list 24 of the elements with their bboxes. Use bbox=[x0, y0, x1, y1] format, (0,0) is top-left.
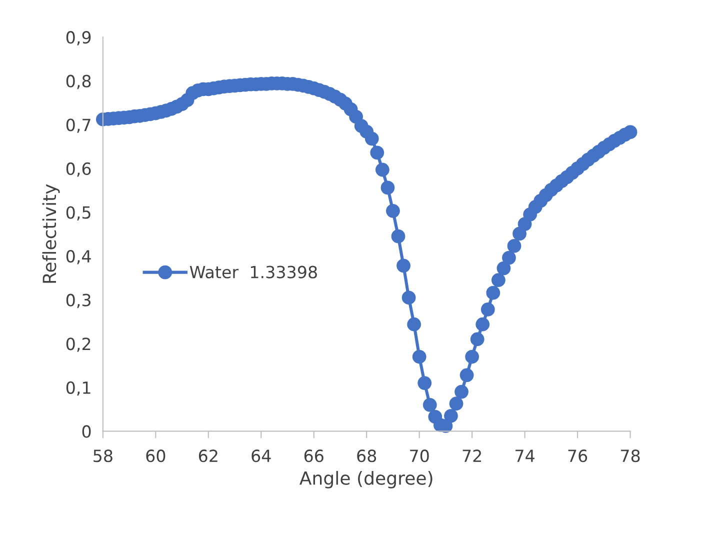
y-tick-label: 0,4 bbox=[66, 250, 91, 264]
x-tick-label: 70 bbox=[410, 450, 429, 462]
x-axis-title: Angle (degree) bbox=[300, 470, 432, 488]
y-tick-label: 0,1 bbox=[66, 381, 90, 396]
x-tick-label: 60 bbox=[146, 450, 166, 462]
y-tick-label: 0,8 bbox=[66, 74, 91, 90]
x-tick-label: 76 bbox=[568, 450, 588, 462]
x-tick-label: 64 bbox=[252, 450, 271, 462]
y-tick-label: 0,3 bbox=[66, 294, 90, 308]
y-tick-label: 0,7 bbox=[66, 118, 90, 133]
y-tick-label: 0,5 bbox=[66, 206, 90, 221]
legend-label: Water 1.33398 bbox=[190, 266, 317, 278]
x-tick-label: 68 bbox=[357, 450, 376, 462]
y-tick-label: 0,9 bbox=[66, 31, 91, 46]
y-tick-label: 0 bbox=[82, 425, 91, 438]
x-tick-label: 62 bbox=[198, 450, 218, 462]
x-tick-label: 72 bbox=[462, 450, 482, 462]
x-tick-label: 74 bbox=[516, 450, 534, 462]
y-tick-label: 0,6 bbox=[66, 162, 91, 177]
y-tick-label: 0,2 bbox=[66, 338, 90, 352]
y-axis-title: Reflectivity bbox=[42, 184, 60, 283]
x-tick-label: 78 bbox=[621, 450, 640, 462]
x-tick-label: 58 bbox=[94, 450, 112, 462]
x-tick-label: 66 bbox=[304, 450, 324, 462]
